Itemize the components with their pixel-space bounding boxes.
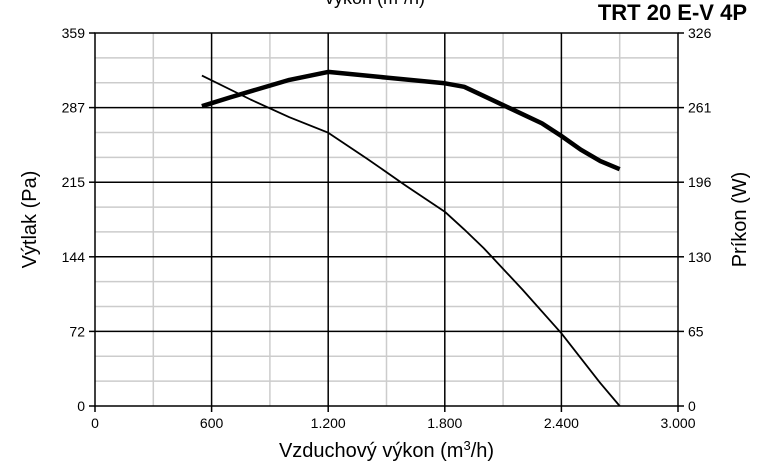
right-tick-label: 130 [688,249,712,265]
major-grid [95,33,678,406]
left-tick-label: 144 [62,249,86,265]
left-tick-label: 0 [77,398,85,414]
left-tick-label: 72 [69,323,85,339]
chart-title: TRT 20 E-V 4P [597,0,747,25]
right-tick-label: 65 [688,323,704,339]
cut-off-header-text: výkon (m³/h) [325,0,425,9]
left-tick-label: 359 [62,25,86,41]
left-tick-label: 215 [62,174,86,190]
x-tick-label: 600 [200,415,224,431]
axis-ticks: 0 600 1.200 1.800 2.400 3.0000721442152873590… [62,25,712,431]
right-tick-label: 261 [688,100,712,116]
right-tick-label: 0 [688,398,696,414]
right-axis-label: Príkon (W) [729,172,751,268]
curves [201,69,621,407]
x-tick-label: 3.000 [660,415,695,431]
x-tick-label: 1.800 [427,415,462,431]
right-tick-label: 196 [688,174,712,190]
power-curve [201,69,621,172]
x-tick-label: 1.200 [311,415,346,431]
x-tick-label: 0 [91,415,99,431]
minor-grid [95,33,678,406]
pressure-curve [201,74,621,407]
x-tick-label: 2.400 [544,415,579,431]
right-tick-label: 326 [688,25,712,41]
left-tick-label: 287 [62,100,86,116]
plot-frame [94,32,679,407]
left-axis-label: Výtlak (Pa) [19,171,41,269]
x-axis-label: Vzduchový výkon (m3/h) [279,438,494,463]
